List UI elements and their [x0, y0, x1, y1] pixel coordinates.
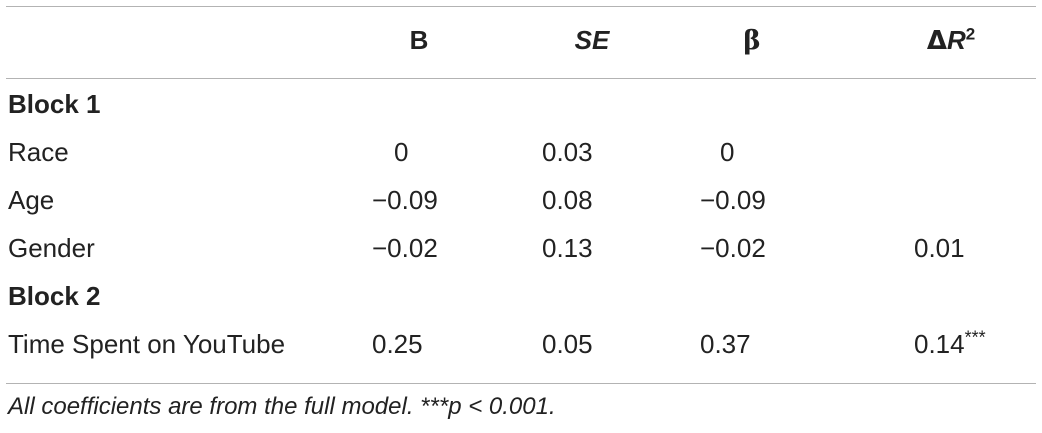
variable-race: Race: [8, 136, 69, 167]
race-se: 0.03: [542, 136, 593, 167]
race-beta: 0: [720, 136, 735, 167]
gender-se: 0.13: [542, 232, 593, 263]
variable-time-spent-on-youtube: Time Spent on YouTube: [8, 328, 286, 359]
youtube-beta: 0.37: [700, 328, 751, 359]
table-row: Age −0.09 0.08 −0.09: [0, 176, 1042, 224]
table-header-rule: [6, 78, 1036, 79]
table-header-row: B SE β ΔR2: [0, 0, 1042, 80]
gender-beta: −0.02: [700, 232, 766, 263]
regression-table: B SE β ΔR2 Block 1 Race 0 0.03 0 Age −0.…: [0, 0, 1042, 368]
youtube-se: 0.05: [542, 328, 593, 359]
gender-delta-r2: 0.01: [914, 232, 965, 263]
age-beta: −0.09: [700, 184, 766, 215]
significance-stars: ***: [964, 326, 986, 347]
table-row: Gender −0.02 0.13 −0.02 0.01: [0, 224, 1042, 272]
table-footnote: All coefficients are from the full model…: [8, 393, 556, 420]
header-se: SE: [574, 24, 610, 55]
age-b: −0.09: [372, 184, 438, 215]
header-delta-r2: ΔR2: [926, 23, 976, 56]
age-delta-r2: [828, 176, 1042, 224]
block-1-label: Block 1: [8, 88, 101, 119]
block-1-row: Block 1: [0, 80, 1042, 128]
block-2-label: Block 2: [8, 280, 101, 311]
youtube-b: 0.25: [372, 328, 423, 359]
table-bottom-rule: [6, 383, 1036, 384]
race-delta-r2: [828, 128, 1042, 176]
age-se: 0.08: [542, 184, 593, 215]
table-row: Time Spent on YouTube 0.25 0.05 0.37 0.1…: [0, 320, 1042, 368]
variable-gender: Gender: [8, 232, 95, 263]
youtube-delta-r2-cell: 0.14***: [828, 320, 1042, 368]
header-variable: [0, 0, 346, 80]
table-top-rule: [6, 6, 1036, 7]
youtube-delta-r2: 0.14: [914, 328, 965, 359]
block-2-row: Block 2: [0, 272, 1042, 320]
variable-age: Age: [8, 184, 55, 215]
header-beta: β: [743, 25, 761, 56]
gender-b: −0.02: [372, 232, 438, 263]
table-row: Race 0 0.03 0: [0, 128, 1042, 176]
header-b: B: [409, 24, 429, 55]
race-b: 0: [394, 136, 409, 167]
